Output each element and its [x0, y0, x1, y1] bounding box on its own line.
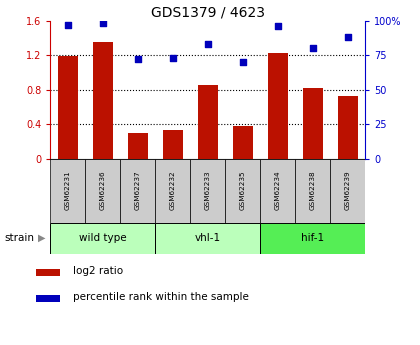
Bar: [303, 88, 323, 159]
Point: [344, 34, 351, 40]
Bar: [233, 126, 252, 159]
Bar: [121, 159, 155, 223]
Text: GSM62237: GSM62237: [135, 171, 141, 210]
Bar: [50, 223, 155, 254]
Text: GSM62233: GSM62233: [205, 171, 211, 210]
Bar: [58, 56, 78, 159]
Point: [275, 23, 281, 29]
Bar: [268, 53, 288, 159]
Text: GSM62236: GSM62236: [100, 171, 106, 210]
Text: percentile rank within the sample: percentile rank within the sample: [73, 292, 249, 302]
Text: wild type: wild type: [79, 233, 127, 243]
Point: [65, 22, 71, 28]
Bar: [190, 159, 226, 223]
Point: [205, 41, 211, 47]
Bar: [155, 223, 260, 254]
Bar: [226, 159, 260, 223]
Text: GSM62232: GSM62232: [170, 171, 176, 210]
Bar: [85, 159, 121, 223]
Bar: [36, 269, 60, 276]
Bar: [128, 133, 147, 159]
Point: [310, 46, 316, 51]
Point: [239, 59, 246, 65]
Text: vhl-1: vhl-1: [195, 233, 221, 243]
Point: [170, 55, 176, 61]
Bar: [155, 159, 190, 223]
Text: GSM62231: GSM62231: [65, 171, 71, 210]
Bar: [163, 130, 183, 159]
Bar: [50, 159, 85, 223]
Text: GSM62235: GSM62235: [240, 171, 246, 210]
Title: GDS1379 / 4623: GDS1379 / 4623: [151, 6, 265, 20]
Bar: [36, 295, 60, 302]
Bar: [260, 159, 295, 223]
Text: strain: strain: [4, 233, 34, 243]
Text: GSM62234: GSM62234: [275, 171, 281, 210]
Bar: [198, 86, 218, 159]
Bar: [260, 223, 365, 254]
Bar: [93, 42, 113, 159]
Bar: [338, 96, 357, 159]
Text: ▶: ▶: [38, 233, 45, 243]
Text: GSM62238: GSM62238: [310, 171, 316, 210]
Bar: [331, 159, 365, 223]
Text: hif-1: hif-1: [301, 233, 325, 243]
Text: log2 ratio: log2 ratio: [73, 266, 123, 276]
Point: [134, 57, 141, 62]
Point: [100, 21, 106, 26]
Bar: [295, 159, 331, 223]
Text: GSM62239: GSM62239: [345, 171, 351, 210]
